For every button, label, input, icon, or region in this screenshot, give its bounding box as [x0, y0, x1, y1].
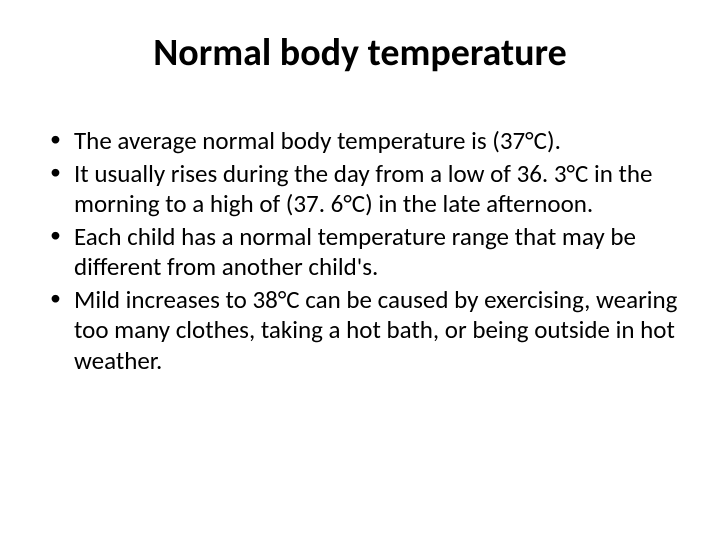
bullet-item: Each child has a normal temperature rang…	[48, 222, 680, 283]
bullet-item: Mild increases to 38°C can be caused by …	[48, 285, 680, 377]
bullet-list: The average normal body temperature is (…	[40, 126, 680, 376]
slide-title: Normal body temperature	[40, 30, 680, 76]
bullet-item: It usually rises during the day from a l…	[48, 159, 680, 220]
bullet-item: The average normal body temperature is (…	[48, 126, 680, 157]
